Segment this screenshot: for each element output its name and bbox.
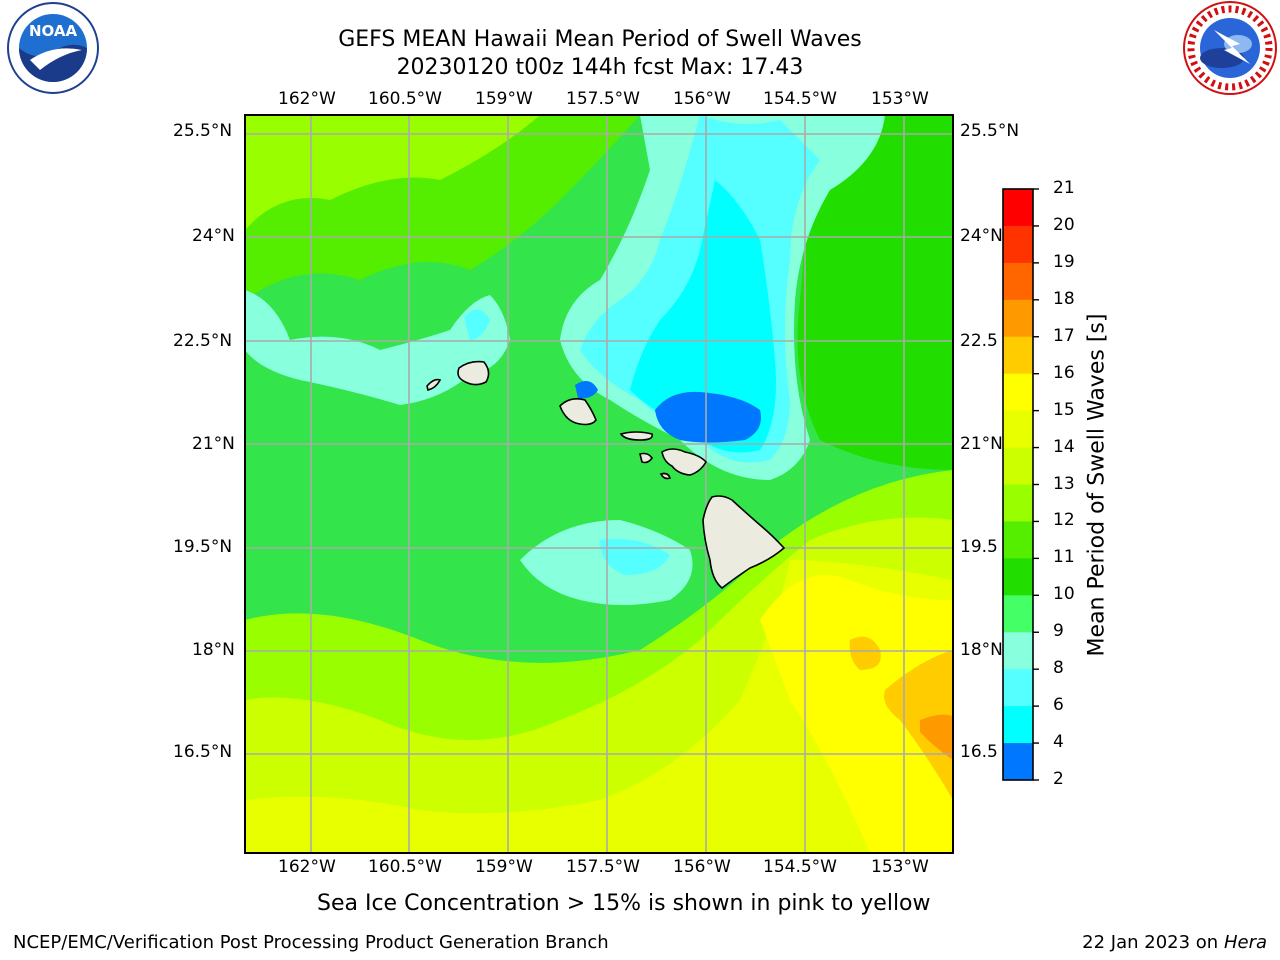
colorbar-tick-label: 12 [1053,510,1075,531]
colorbar-tick-label: 2 [1053,769,1064,789]
lat-tick-right-1: 25.5°N [960,121,1020,141]
island-oahu [559,398,597,426]
sea-ice-note: Sea Ice Concentration > 15% is shown in … [317,891,931,916]
lat-tick-left-7: 16.5°N [173,742,233,762]
lat-tick-right-4: 21°N [960,434,1003,454]
colorbar-segment [1003,743,1033,781]
lat-tick-right-7: 16.5 [960,742,998,762]
colorbar-tick-label: 6 [1053,695,1064,716]
graticule [245,115,953,853]
island-kauai [457,360,490,386]
lat-tick-left-4: 21°N [192,434,235,454]
island-lanai [639,452,653,464]
lon-tick-bottom-2: 160.5°W [368,857,442,877]
lon-tick-top-4: 157.5°W [566,89,640,109]
colorbar-tick-label: 10 [1053,584,1075,605]
lon-tick-bottom-1: 162°W [278,857,336,877]
colorbar-segment [1003,336,1033,375]
island-big-island [702,495,786,590]
colorbar-tick-label: 8 [1053,658,1064,679]
colorbar-segment [1003,299,1033,338]
map-frame [244,114,954,854]
machine-name: Hera [1223,932,1267,953]
colorbar-segment [1003,558,1033,596]
credit-text: NCEP/EMC/Verification Post Processing Pr… [13,932,609,953]
colorbar [1002,188,1039,781]
colorbar-tick-label: 13 [1053,473,1075,494]
colorbar-tick-label: 9 [1053,621,1064,642]
colorbar-segment [1003,225,1033,264]
noaa-logo: NOAA [7,2,99,94]
lon-tick-bottom-3: 159°W [475,857,533,877]
island-molokai [619,431,654,441]
island-maui [661,448,707,476]
date-value: 22 Jan 2023 on [1082,932,1224,953]
colorbar-tick-label: 19 [1053,251,1075,272]
swell-period-field [245,115,953,853]
nws-logo [1183,1,1277,95]
lon-tick-top-1: 162°W [278,89,336,109]
colorbar-tick-label: 14 [1053,436,1075,457]
colorbar-tick-label: 11 [1053,547,1075,568]
colorbar-segment [1003,373,1033,412]
colorbar-tick-label: 20 [1053,214,1075,235]
hawaiian-islands [426,360,786,590]
lon-tick-bottom-5: 156°W [673,857,731,877]
colorbar-segment [1003,189,1033,227]
lat-tick-right-5: 19.5 [960,537,998,557]
colorbar-segment [1003,595,1033,633]
island-niihau [426,378,442,391]
lon-tick-top-2: 160.5°W [368,89,442,109]
colorbar-segment [1003,521,1033,559]
lat-tick-left-6: 18°N [192,640,235,660]
date-text: 22 Jan 2023 on Hera [1082,932,1267,953]
colorbar-tick-label: 15 [1053,399,1075,420]
svg-text:NOAA: NOAA [29,22,78,40]
colorbar-segment [1003,447,1033,485]
colorbar-segment [1003,669,1033,707]
colorbar-tick-label: 16 [1053,362,1075,383]
lon-tick-bottom-4: 157.5°W [566,857,640,877]
colorbar-tick-label: 18 [1053,288,1075,309]
colorbar-label: Mean Period of Swell Waves [s] [1084,313,1110,657]
lat-tick-left-3: 22.5°N [173,331,233,351]
lon-tick-bottom-7: 153°W [871,857,929,877]
lon-tick-bottom-6: 154.5°W [763,857,837,877]
colorbar-tick-label: 21 [1053,178,1075,198]
colorbar-segment [1003,706,1033,744]
lat-tick-left-2: 24°N [192,226,235,246]
chart-title-line2: 20230120 t00z 144h fcst Max: 17.43 [396,55,804,80]
colorbar-segment [1003,262,1033,301]
island-kahoolawe [659,472,672,480]
colorbar-tick-label: 4 [1053,732,1064,753]
lat-tick-right-3: 22.5 [960,331,998,351]
lat-tick-right-2: 24°N [960,226,1003,246]
colorbar-segment [1003,632,1033,670]
lat-tick-left-5: 19.5°N [173,537,233,557]
colorbar-segment [1003,410,1033,449]
lat-tick-right-6: 18°N [960,640,1003,660]
colorbar-tick-label: 17 [1053,325,1075,346]
chart-title-line1: GEFS MEAN Hawaii Mean Period of Swell Wa… [338,27,862,52]
lon-tick-top-5: 156°W [673,89,731,109]
lon-tick-top-7: 153°W [871,89,929,109]
lat-tick-left-1: 25.5°N [173,121,233,141]
colorbar-segment [1003,484,1033,522]
lon-tick-top-3: 159°W [475,89,533,109]
lon-tick-top-6: 154.5°W [763,89,837,109]
